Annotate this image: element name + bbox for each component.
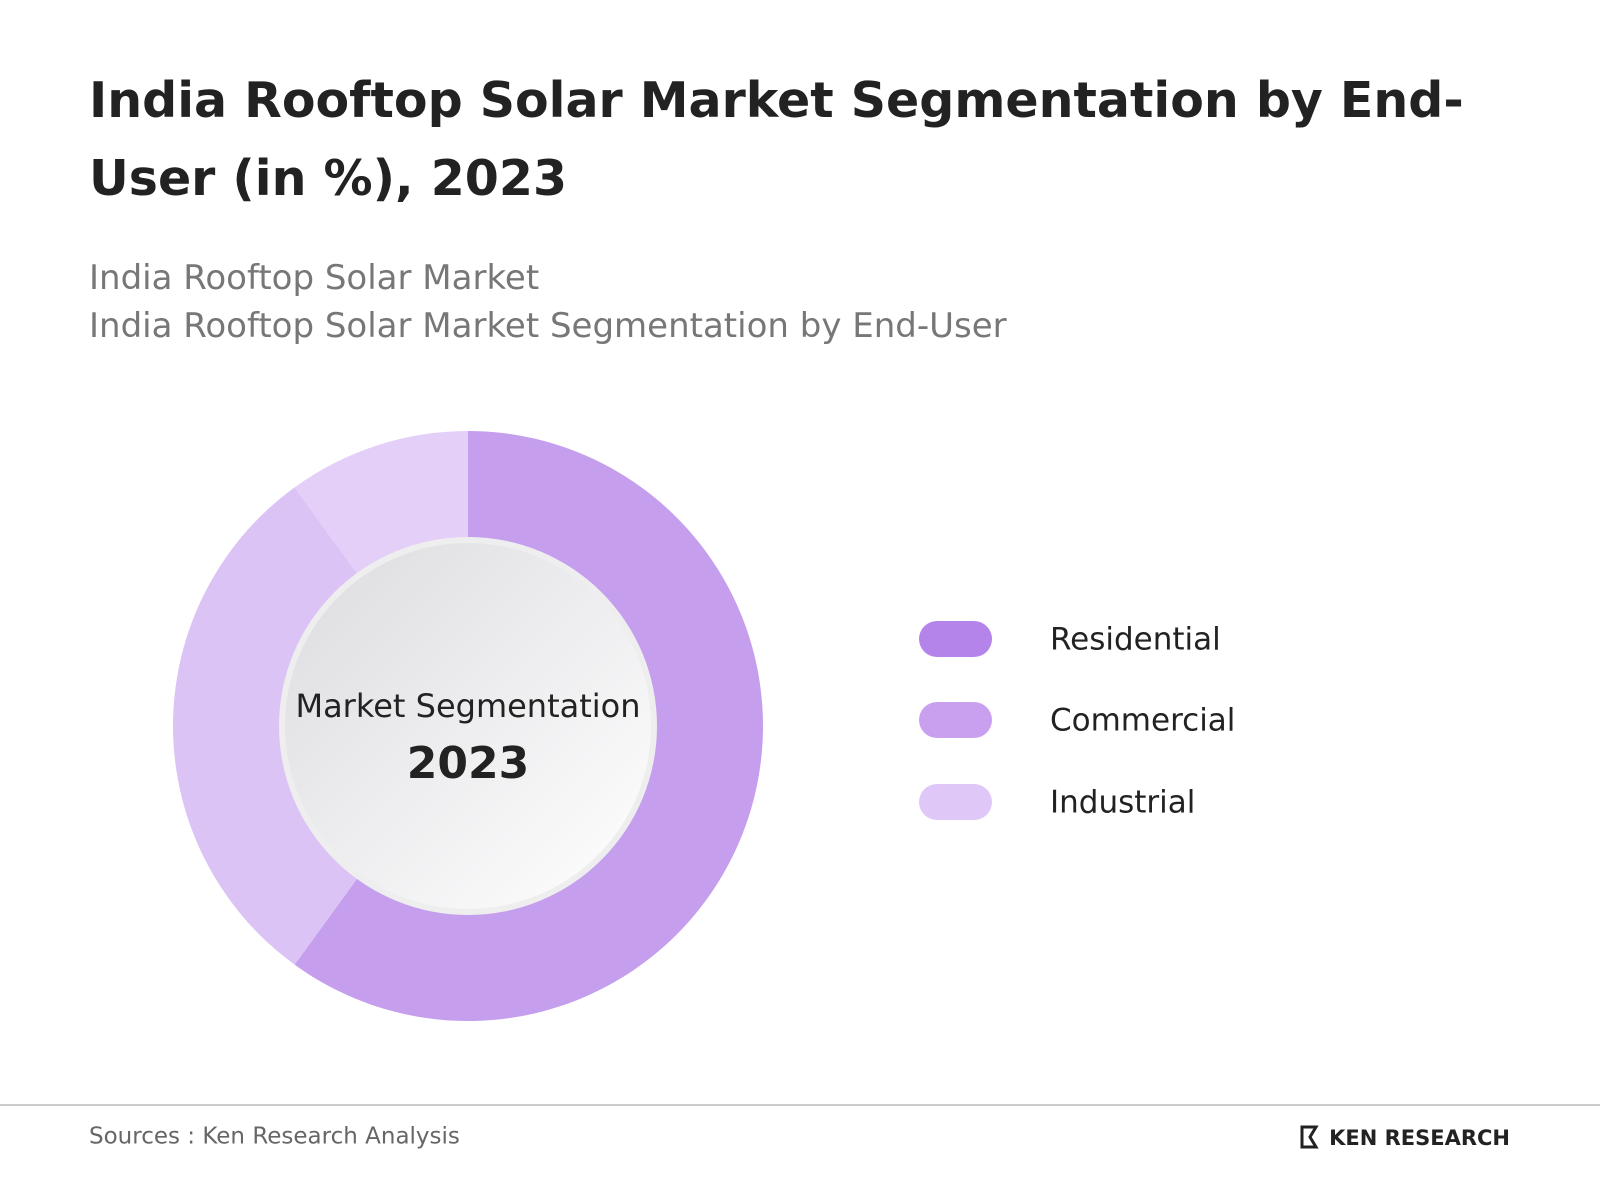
- legend-swatch: [919, 621, 992, 657]
- logo-icon: [1300, 1125, 1319, 1149]
- legend-label: Commercial: [1050, 703, 1235, 739]
- source: Sources : Ken Research Analysis: [89, 1124, 460, 1150]
- chart-title: India Rooftop Solar Market Segmentation …: [89, 72, 1464, 207]
- subtitle: India Rooftop Solar Market: [89, 258, 540, 298]
- center-label: Market Segmentation: [295, 687, 640, 725]
- center-value: 2023: [407, 738, 529, 789]
- center-disc: [285, 543, 651, 909]
- brand: KEN RESEARCH: [1329, 1126, 1510, 1150]
- legend-label: Residential: [1050, 622, 1221, 658]
- subtitle: India Rooftop Solar Market Segmentation …: [89, 306, 1007, 346]
- legend-swatch: [919, 784, 992, 820]
- legend-label: Industrial: [1050, 785, 1195, 821]
- legend-swatch: [919, 702, 992, 738]
